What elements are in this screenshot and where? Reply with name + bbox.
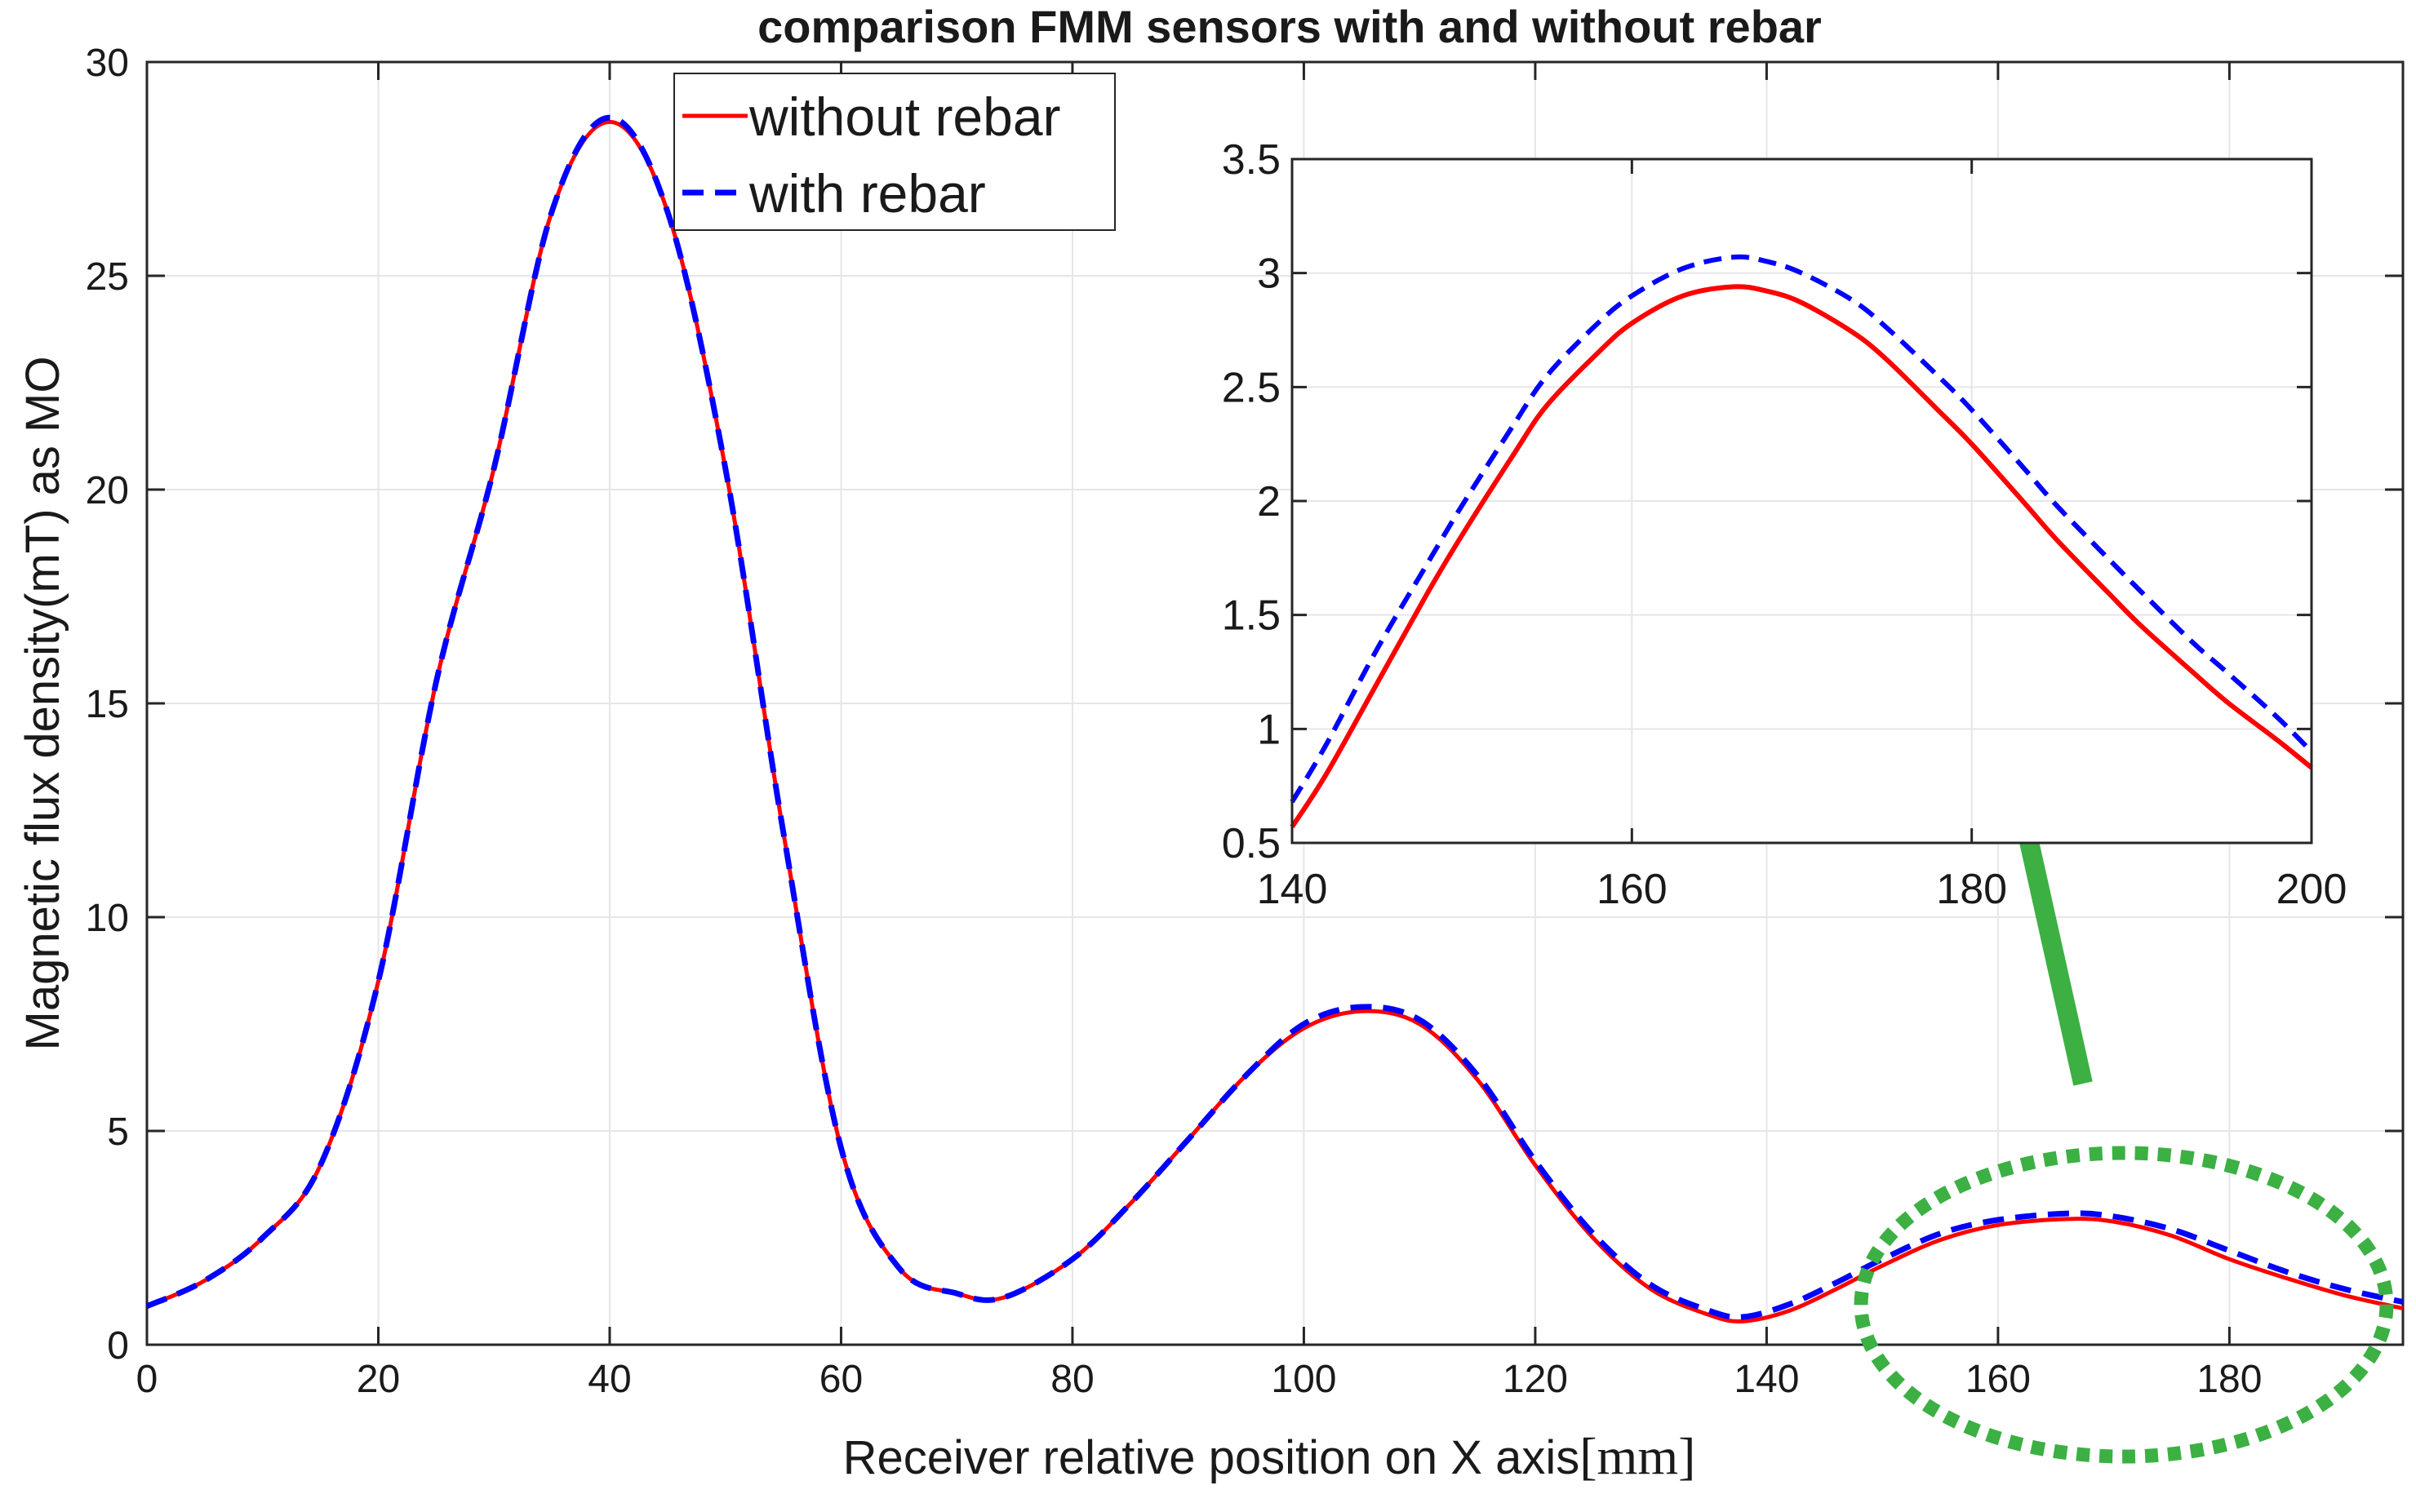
main-series-line-with-rebar xyxy=(145,114,2404,1320)
inset-plot: 140 160 180 200 0.5 1 1.5 2 2.5 3 3.5 xyxy=(1222,136,2347,913)
main-y-tick-label: 0 xyxy=(107,1324,129,1368)
inset-y-tick-label: 1.5 xyxy=(1222,592,1281,640)
x-axis-unit: [mm] xyxy=(1579,1427,1695,1485)
inset-y-tick-label: 2 xyxy=(1257,478,1281,525)
main-x-tick-label: 180 xyxy=(2196,1358,2262,1401)
inset-x-tick-label: 140 xyxy=(1257,866,1328,913)
y-axis-title: Magnetic flux density(mT) as MO xyxy=(16,357,69,1051)
main-x-tick-label: 0 xyxy=(136,1358,158,1401)
main-x-tick-label: 100 xyxy=(1271,1358,1336,1401)
inset-x-tick-label: 160 xyxy=(1597,866,1668,913)
main-x-tick-label: 40 xyxy=(588,1358,631,1401)
main-y-tick-label: 15 xyxy=(86,683,129,726)
legend-label: with rebar xyxy=(748,163,986,224)
legend-label: without rebar xyxy=(748,86,1061,147)
main-y-tick-label: 20 xyxy=(86,469,129,512)
main-y-tick-label: 25 xyxy=(86,255,129,299)
inset-x-tick-label: 180 xyxy=(1936,866,2007,913)
inset-y-tick-label: 3.5 xyxy=(1222,136,1281,184)
main-series-line-without-rebar xyxy=(145,119,2404,1324)
main-x-tick-label: 120 xyxy=(1503,1358,1568,1401)
main-x-tick-label: 140 xyxy=(1734,1358,1799,1401)
highlight-ellipse xyxy=(1854,1146,2394,1464)
inset-y-tick-label: 1 xyxy=(1257,706,1281,753)
inset-y-tick-label: 3 xyxy=(1257,251,1281,298)
inset-series-line-with-rebar xyxy=(1290,254,2314,804)
inset-y-tick-label: 2.5 xyxy=(1222,364,1281,411)
x-axis-title: Receiver relative position on X axis[mm] xyxy=(843,1427,1696,1485)
chart-title: comparison FMM sensors with and without … xyxy=(757,1,1822,52)
main-x-tick-label: 60 xyxy=(819,1358,863,1401)
inset-y-tick-label: 0.5 xyxy=(1222,820,1281,867)
main-x-tick-label: 160 xyxy=(1965,1358,2031,1401)
x-axis-title-text: Receiver relative position on X axis xyxy=(843,1431,1580,1484)
main-x-tick-label: 80 xyxy=(1050,1358,1094,1401)
main-y-tick-label: 30 xyxy=(86,42,129,85)
legend-box xyxy=(673,73,1116,231)
inset-x-tick-label: 200 xyxy=(2276,866,2347,913)
main-y-tick-label: 5 xyxy=(107,1111,129,1154)
main-x-tick-label: 20 xyxy=(357,1358,400,1401)
main-y-tick-label: 10 xyxy=(86,897,129,940)
inset-series-line-without-rebar xyxy=(1290,284,2313,829)
